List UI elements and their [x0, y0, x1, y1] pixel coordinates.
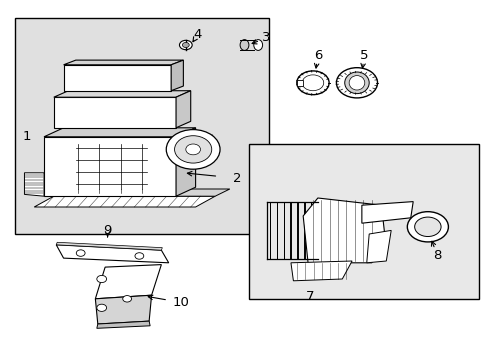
Polygon shape — [97, 321, 150, 328]
Polygon shape — [95, 295, 151, 324]
Polygon shape — [24, 173, 44, 196]
Text: 4: 4 — [193, 28, 202, 41]
Ellipse shape — [240, 40, 248, 50]
Text: 9: 9 — [103, 224, 112, 237]
Text: 5: 5 — [359, 49, 368, 62]
Bar — [249, 144, 478, 299]
Polygon shape — [44, 137, 176, 196]
Text: 6: 6 — [313, 49, 322, 62]
Circle shape — [407, 212, 447, 242]
Polygon shape — [54, 97, 176, 128]
Polygon shape — [63, 60, 183, 65]
Text: 10: 10 — [172, 296, 189, 309]
Polygon shape — [303, 198, 386, 263]
Text: 7: 7 — [305, 291, 314, 303]
Text: 8: 8 — [432, 249, 441, 262]
Circle shape — [135, 253, 143, 259]
Circle shape — [336, 68, 377, 98]
Circle shape — [179, 40, 192, 50]
Polygon shape — [366, 230, 390, 263]
Polygon shape — [34, 196, 215, 207]
Text: 2: 2 — [232, 172, 241, 185]
Polygon shape — [63, 65, 171, 91]
Polygon shape — [361, 202, 412, 223]
Ellipse shape — [344, 72, 368, 94]
Ellipse shape — [253, 40, 262, 50]
Circle shape — [302, 75, 323, 91]
Circle shape — [185, 144, 200, 155]
Polygon shape — [56, 242, 162, 250]
Circle shape — [182, 42, 189, 48]
Polygon shape — [171, 60, 183, 91]
Polygon shape — [176, 135, 212, 164]
Ellipse shape — [348, 76, 364, 90]
Circle shape — [76, 250, 85, 256]
Polygon shape — [176, 128, 195, 196]
Circle shape — [296, 71, 328, 95]
Circle shape — [122, 296, 131, 302]
Circle shape — [97, 304, 106, 311]
Circle shape — [174, 136, 211, 163]
Circle shape — [97, 275, 106, 283]
Polygon shape — [54, 91, 190, 97]
Polygon shape — [290, 261, 351, 281]
Text: 3: 3 — [262, 31, 270, 44]
Circle shape — [414, 217, 440, 237]
Text: 1: 1 — [22, 130, 31, 143]
Polygon shape — [44, 128, 195, 137]
Polygon shape — [95, 265, 161, 299]
Polygon shape — [54, 189, 229, 196]
Polygon shape — [56, 245, 168, 263]
Circle shape — [166, 130, 220, 169]
Polygon shape — [176, 91, 190, 128]
Bar — [296, 80, 302, 86]
Bar — [15, 18, 268, 234]
